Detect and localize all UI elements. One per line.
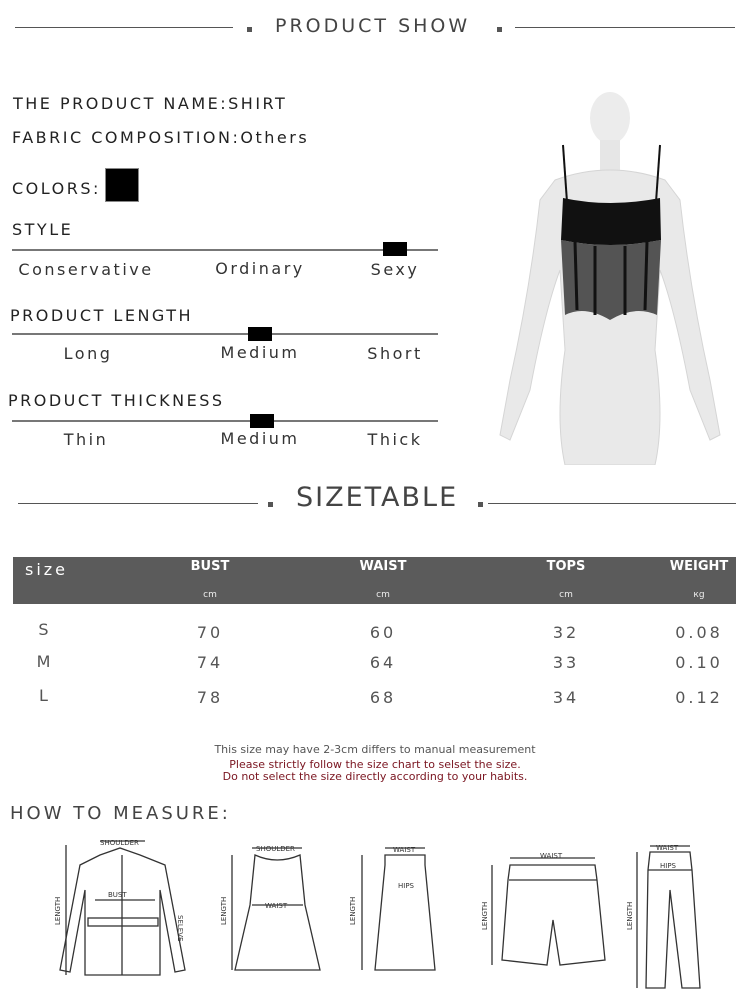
- tops-unit: cm: [559, 590, 573, 600]
- length-slider-track: [12, 333, 438, 335]
- waist-cell: 60: [369, 623, 397, 642]
- thickness-option-thick: Thick: [367, 430, 423, 449]
- sizetable-title: SIZETABLE: [296, 482, 459, 513]
- pants-diagram: [636, 845, 701, 989]
- thickness-slider-marker: [250, 414, 274, 428]
- bust-cell: 74: [196, 653, 224, 672]
- divider-dot: [497, 27, 502, 32]
- size-table-header: [13, 557, 736, 604]
- thickness-title: PRODUCT THICKNESS: [8, 391, 225, 410]
- colors-label: COLORS:: [12, 179, 101, 198]
- waist-column-header: WAIST: [359, 559, 407, 574]
- style-option-ordinary: Ordinary: [215, 259, 305, 278]
- divider: [18, 503, 258, 504]
- style-option-conservative: Conservative: [18, 260, 154, 279]
- product-name-value: SHIRT: [228, 94, 288, 113]
- product-name-label: THE PRODUCT NAME:: [13, 94, 229, 113]
- style-option-sexy: Sexy: [370, 260, 420, 279]
- style-slider-track: [12, 249, 438, 251]
- waist-label: WAIST: [393, 846, 416, 854]
- size-cell: M: [36, 652, 54, 671]
- fabric-value: Others: [240, 128, 310, 147]
- dress-diagram: [231, 847, 321, 971]
- product-show-title: PRODUCT SHOW: [275, 15, 471, 37]
- divider: [515, 27, 735, 28]
- weight-cell: 0.12: [675, 688, 723, 707]
- style-title: STYLE: [12, 220, 74, 239]
- sleeve-label: SELEVE: [176, 915, 184, 941]
- thickness-option-thin: Thin: [63, 430, 109, 449]
- weight-cell: 0.08: [675, 623, 723, 642]
- fabric-composition: FABRIC COMPOSITION:Others: [12, 128, 309, 147]
- jacket-diagram: [59, 840, 186, 976]
- hips-label: HIPS: [398, 882, 415, 890]
- waist-label: WAIST: [540, 852, 563, 860]
- size-warning-2: Do not select the size directly accordin…: [222, 770, 528, 783]
- length-title: PRODUCT LENGTH: [10, 306, 194, 325]
- length-option-long: Long: [63, 344, 113, 363]
- fabric-label: FABRIC COMPOSITION:: [12, 128, 241, 147]
- bust-label: BUST: [108, 891, 127, 899]
- waist-label: WAIST: [265, 902, 288, 910]
- product-name: THE PRODUCT NAME:SHIRT: [13, 94, 287, 113]
- size-warning-1: Please strictly follow the size chart to…: [229, 758, 521, 771]
- length-option-medium: Medium: [220, 343, 300, 362]
- shorts-diagram: [491, 857, 606, 966]
- size-column-header: size: [25, 560, 69, 579]
- shoulder-label: SHOULDER: [100, 839, 139, 847]
- divider: [15, 27, 233, 28]
- length-label: LENGTH: [481, 902, 489, 930]
- length-label: LENGTH: [220, 897, 228, 925]
- tops-cell: 32: [552, 623, 580, 642]
- waist-cell: 68: [369, 688, 397, 707]
- color-swatch-black[interactable]: [105, 168, 139, 202]
- thickness-slider-track: [12, 420, 438, 422]
- divider-dot: [478, 502, 483, 507]
- bust-unit: cm: [203, 590, 217, 600]
- how-to-measure-title: HOW TO MEASURE:: [10, 803, 231, 824]
- weight-column-header: WEIGHT: [669, 559, 729, 574]
- waist-cell: 64: [369, 653, 397, 672]
- bust-column-header: BUST: [190, 559, 230, 574]
- bust-cell: 78: [196, 688, 224, 707]
- product-image: [485, 90, 735, 465]
- shoulder-label: SHOULDER: [256, 845, 295, 853]
- tops-cell: 34: [552, 688, 580, 707]
- skirt-diagram: [361, 847, 436, 971]
- waist-unit: cm: [376, 590, 390, 600]
- divider-dot: [247, 27, 252, 32]
- measurement-note: This size may have 2-3cm differs to manu…: [214, 743, 536, 756]
- length-label: LENGTH: [626, 902, 634, 930]
- divider: [488, 503, 736, 504]
- size-cell: L: [39, 686, 51, 705]
- thickness-option-medium: Medium: [220, 429, 300, 448]
- tops-column-header: TOPS: [546, 559, 586, 574]
- hips-label: HIPS: [660, 862, 677, 870]
- length-label: LENGTH: [349, 897, 357, 925]
- weight-unit: кg: [693, 590, 705, 600]
- length-option-short: Short: [367, 344, 423, 363]
- length-slider-marker: [248, 327, 272, 341]
- length-label: LENGTH: [54, 897, 62, 925]
- divider-dot: [268, 502, 273, 507]
- size-cell: S: [38, 620, 52, 639]
- bust-cell: 70: [196, 623, 224, 642]
- tops-cell: 33: [552, 653, 580, 672]
- waist-label: WAIST: [656, 844, 679, 852]
- style-slider-marker: [383, 242, 407, 256]
- measure-diagrams: SHOULDER BUST LENGTH SELEVE SHOULDER WAI…: [54, 839, 701, 989]
- weight-cell: 0.10: [675, 653, 723, 672]
